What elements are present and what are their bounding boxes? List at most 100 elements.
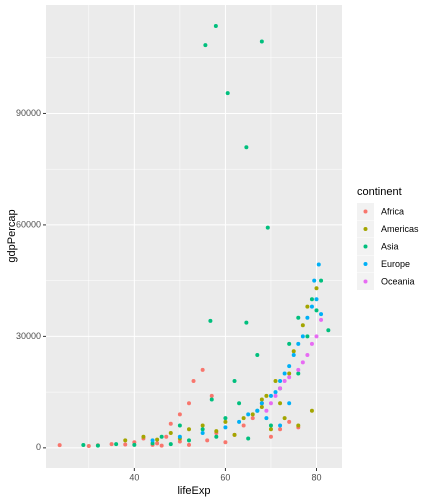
- point: [232, 378, 237, 383]
- point: [186, 427, 191, 432]
- point: [177, 434, 182, 439]
- point: [278, 401, 283, 406]
- point: [213, 24, 218, 29]
- point: [57, 443, 62, 448]
- point: [203, 43, 208, 48]
- point: [150, 441, 155, 446]
- legend-marker: [363, 262, 368, 266]
- legend-label: Americas: [381, 224, 419, 234]
- point: [244, 320, 249, 325]
- point: [200, 423, 205, 428]
- point: [287, 341, 292, 346]
- point: [309, 297, 314, 302]
- point: [259, 401, 264, 406]
- point: [278, 427, 283, 432]
- y-axis-title: gdpPercap: [6, 209, 18, 262]
- point: [264, 393, 269, 398]
- point: [268, 427, 273, 432]
- point: [278, 423, 283, 428]
- point: [264, 416, 269, 421]
- point: [109, 442, 114, 447]
- legend-label: Africa: [381, 206, 404, 216]
- point: [250, 412, 255, 417]
- point: [223, 416, 228, 421]
- y-tick-label: 0: [36, 442, 41, 452]
- point: [314, 308, 319, 313]
- point: [159, 443, 164, 448]
- point: [268, 401, 273, 406]
- point: [237, 419, 242, 424]
- point: [208, 318, 213, 323]
- point: [305, 334, 310, 339]
- point: [309, 341, 314, 346]
- point: [296, 315, 301, 320]
- legend-marker: [363, 209, 368, 214]
- point: [268, 393, 273, 398]
- point: [223, 440, 228, 445]
- point: [273, 378, 278, 383]
- point: [232, 432, 237, 437]
- point: [168, 442, 173, 447]
- point: [326, 328, 331, 333]
- point: [314, 297, 319, 302]
- point: [282, 378, 287, 383]
- point: [296, 341, 301, 346]
- legend-marker: [363, 244, 368, 249]
- legend-label: Europe: [381, 259, 410, 269]
- point: [214, 429, 219, 434]
- legend-marker: [363, 227, 368, 231]
- x-tick-label: 40: [129, 472, 139, 482]
- point: [291, 352, 296, 357]
- legend-title: continent: [357, 186, 402, 198]
- point: [223, 425, 228, 430]
- point: [278, 378, 283, 383]
- point: [132, 442, 137, 447]
- y-tick-label: 60000: [16, 219, 41, 229]
- point: [305, 352, 310, 357]
- point: [225, 91, 230, 96]
- point: [287, 371, 292, 376]
- point: [214, 434, 219, 439]
- point: [177, 439, 182, 444]
- point: [273, 393, 278, 398]
- point: [168, 421, 173, 426]
- point: [287, 401, 292, 406]
- point: [241, 423, 246, 428]
- point: [244, 145, 249, 150]
- point: [155, 437, 160, 442]
- point: [255, 352, 260, 357]
- point: [305, 304, 310, 309]
- point: [309, 408, 314, 413]
- point: [319, 278, 324, 283]
- legend-label: Oceania: [381, 276, 415, 286]
- x-tick-label: 60: [220, 472, 230, 482]
- point: [255, 408, 260, 413]
- point: [300, 334, 305, 339]
- point: [287, 419, 292, 424]
- point: [241, 416, 246, 421]
- point: [259, 404, 264, 409]
- point: [95, 443, 100, 448]
- point: [200, 427, 205, 432]
- y-tick-label: 30000: [16, 331, 41, 341]
- point: [123, 442, 128, 447]
- point: [319, 312, 324, 317]
- point: [223, 419, 228, 424]
- point: [205, 438, 210, 443]
- point: [282, 371, 287, 376]
- legend-label: Asia: [381, 241, 399, 251]
- point: [191, 378, 196, 383]
- point: [278, 386, 283, 391]
- point: [200, 430, 205, 435]
- point: [300, 323, 305, 328]
- point: [300, 360, 305, 365]
- point: [314, 334, 319, 339]
- point: [296, 423, 301, 428]
- point: [186, 442, 191, 447]
- panel: [46, 5, 342, 468]
- point: [237, 401, 242, 406]
- point: [273, 390, 278, 395]
- point: [114, 442, 119, 447]
- point: [265, 225, 270, 230]
